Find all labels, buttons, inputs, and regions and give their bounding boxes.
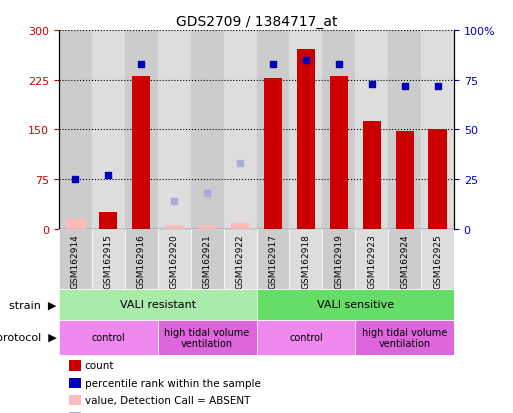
Text: percentile rank within the sample: percentile rank within the sample [85, 378, 261, 388]
Point [401, 83, 409, 90]
Bar [388, 229, 421, 289]
Bar [125, 229, 158, 289]
Bar [157, 31, 191, 229]
Bar [231, 224, 249, 229]
Point [269, 62, 277, 68]
Bar [191, 229, 224, 289]
Text: high tidal volume
ventilation: high tidal volume ventilation [165, 327, 250, 349]
Text: GSM162921: GSM162921 [203, 234, 212, 289]
Bar [59, 320, 158, 355]
Text: GSM162916: GSM162916 [137, 234, 146, 289]
Point [137, 62, 145, 68]
Text: value, Detection Call = ABSENT: value, Detection Call = ABSENT [85, 395, 250, 405]
Bar [256, 229, 289, 289]
Text: VALI resistant: VALI resistant [120, 299, 196, 310]
Bar [125, 31, 157, 229]
Title: GDS2709 / 1384717_at: GDS2709 / 1384717_at [176, 14, 337, 28]
Bar [322, 229, 355, 289]
Text: VALI sensitive: VALI sensitive [317, 299, 394, 310]
Text: GSM162925: GSM162925 [433, 234, 442, 289]
Bar [330, 77, 348, 229]
Bar [355, 31, 388, 229]
Bar [59, 229, 92, 289]
Point [433, 83, 442, 90]
Text: GSM162923: GSM162923 [367, 234, 376, 289]
Bar [297, 50, 315, 229]
Bar [355, 229, 388, 289]
Bar [224, 229, 256, 289]
Text: strain  ▶: strain ▶ [9, 299, 56, 310]
Bar [421, 229, 454, 289]
Bar [92, 31, 125, 229]
Point [71, 176, 80, 183]
Bar [158, 229, 191, 289]
Text: GSM162915: GSM162915 [104, 234, 113, 289]
Text: control: control [91, 332, 125, 343]
Bar [191, 31, 224, 229]
Bar [256, 289, 454, 320]
Bar [289, 229, 322, 289]
Text: count: count [85, 361, 114, 370]
Bar [92, 229, 125, 289]
Text: GSM162922: GSM162922 [235, 234, 245, 289]
Point [104, 172, 112, 179]
Text: GSM162918: GSM162918 [301, 234, 310, 289]
Text: control: control [289, 332, 323, 343]
Bar [256, 320, 355, 355]
Bar [158, 320, 256, 355]
Point [203, 190, 211, 197]
Bar [396, 132, 413, 229]
Bar [264, 78, 282, 229]
Bar [59, 289, 256, 320]
Bar [428, 130, 447, 229]
Bar [388, 31, 421, 229]
Bar [100, 213, 117, 229]
Text: GSM162914: GSM162914 [71, 234, 80, 289]
Bar [165, 226, 183, 229]
Point [302, 57, 310, 64]
Bar [289, 31, 322, 229]
Bar [66, 219, 85, 229]
Point [368, 81, 376, 88]
Bar [256, 31, 289, 229]
Point [170, 198, 179, 205]
Bar [132, 77, 150, 229]
Text: GSM162920: GSM162920 [170, 234, 179, 289]
Bar [59, 31, 92, 229]
Bar [322, 31, 355, 229]
Bar [355, 320, 454, 355]
Text: high tidal volume
ventilation: high tidal volume ventilation [362, 327, 447, 349]
Bar [421, 31, 454, 229]
Text: GSM162917: GSM162917 [268, 234, 278, 289]
Text: GSM162924: GSM162924 [400, 234, 409, 289]
Bar [198, 226, 216, 229]
Text: GSM162919: GSM162919 [334, 234, 343, 289]
Bar [224, 31, 256, 229]
Bar [363, 122, 381, 229]
Point [236, 161, 244, 167]
Text: protocol  ▶: protocol ▶ [0, 332, 56, 343]
Point [334, 62, 343, 68]
